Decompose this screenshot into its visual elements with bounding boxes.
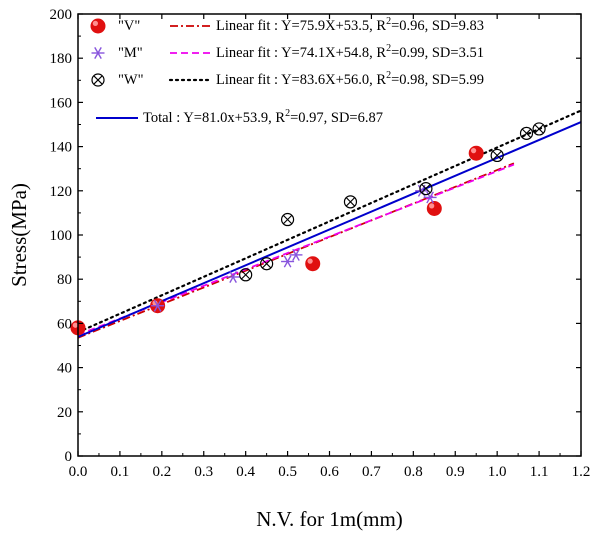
x-tick-label: 0.6 <box>320 464 339 480</box>
legend-marker <box>91 73 105 87</box>
data-point <box>426 200 442 216</box>
x-tick-label: 0.2 <box>152 464 171 480</box>
legend-series-name: "W" <box>118 72 144 88</box>
data-point <box>419 181 433 196</box>
fit-line <box>76 109 583 334</box>
legend-fit-label: Linear fit : Y=75.9X+53.5, R2=0.96, SD=9… <box>216 16 484 34</box>
axes: 0.0 0.1 0.2 0.3 0.4 0.5 0.6 0.7 0.8 0.9 1.0 1.1 1.2 0… <box>50 7 591 480</box>
x-axis-title: N.V. for 1m(mm) <box>256 507 403 531</box>
y-tick-label: 40 <box>57 361 72 377</box>
legend-fit-label: Linear fit : Y=83.6X+56.0, R2=0.98, SD=5… <box>216 70 484 88</box>
x-tick-label: 1.1 <box>530 464 549 480</box>
data-point <box>490 148 504 163</box>
data-point <box>239 268 253 282</box>
legend-marker <box>91 46 105 60</box>
data-point <box>532 122 546 136</box>
data-point <box>519 126 534 140</box>
x-tick-label: 0.0 <box>69 464 88 480</box>
legend-fit-label: Linear fit : Y=74.1X+54.8, R2=0.99, SD=3… <box>216 43 484 61</box>
x-tick-label: 0.4 <box>236 464 255 480</box>
data-point <box>289 248 303 261</box>
plot-area <box>70 109 583 339</box>
y-tick-label: 140 <box>50 140 73 156</box>
y-tick-label: 160 <box>50 95 73 111</box>
y-tick-label: 100 <box>50 228 73 244</box>
x-tick-label: 0.7 <box>362 464 381 480</box>
x-tick-label: 1.0 <box>488 464 507 480</box>
y-tick-label: 20 <box>57 405 72 421</box>
y-tick-label: 0 <box>65 449 73 465</box>
x-tick-label: 0.5 <box>278 464 297 480</box>
legend-series-name: "V" <box>118 18 140 34</box>
data-point <box>468 145 484 161</box>
y-axis-title: Stress(MPa) <box>7 183 31 287</box>
y-tick-label: 180 <box>50 51 73 67</box>
data-point <box>281 255 295 268</box>
legend: "V" Linear fit : Y=75.9X+53.5, R2=0.96, S… <box>90 16 484 126</box>
data-point <box>226 270 240 283</box>
y-tick-label: 200 <box>50 7 73 23</box>
x-tick-label: 1.2 <box>572 464 591 480</box>
x-tick-label: 0.3 <box>194 464 213 480</box>
x-tick-label: 0.8 <box>404 464 423 480</box>
y-tick-label: 120 <box>50 184 73 200</box>
y-tick-label: 80 <box>57 272 72 288</box>
legend-marker <box>90 18 106 34</box>
data-point <box>305 256 321 272</box>
y-tick-label: 60 <box>57 316 72 332</box>
x-tick-label: 0.9 <box>446 464 465 480</box>
data-point <box>151 299 165 312</box>
data-point <box>280 212 295 227</box>
data-point <box>260 257 274 271</box>
legend-total-label: Total : Y=81.0x+53.9, R2=0.97, SD=6.87 <box>143 108 383 126</box>
legend-series-name: "M" <box>118 45 143 61</box>
data-point <box>343 195 358 209</box>
x-tick-label: 0.1 <box>111 464 130 480</box>
